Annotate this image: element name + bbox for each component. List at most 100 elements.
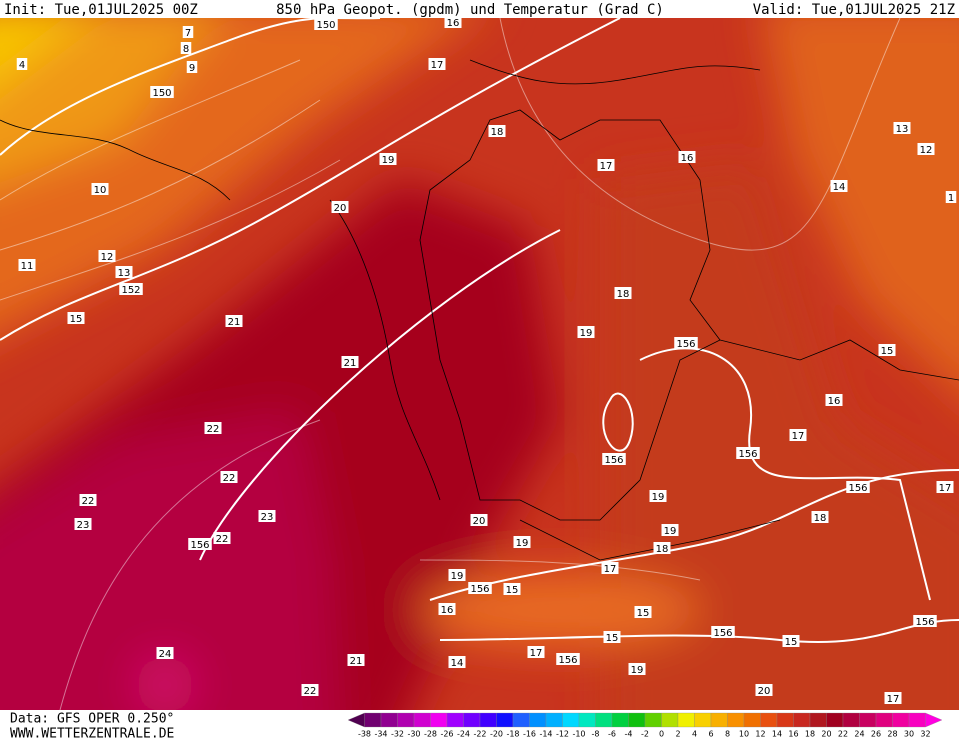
colorbar-cell <box>793 712 811 728</box>
temperature-label: 15 <box>606 633 619 644</box>
colorbar-label: 20 <box>821 730 831 739</box>
temperature-label: 8 <box>183 44 189 55</box>
temperature-label: 24 <box>159 649 172 660</box>
temperature-contours <box>0 18 901 710</box>
temperature-label-box <box>258 510 276 522</box>
geopotential-label: 156 <box>676 339 695 350</box>
temperature-label-box <box>603 631 621 643</box>
site-url: WWW.WETTERZENTRALE.DE <box>10 727 174 741</box>
temperature-label: 17 <box>431 60 444 71</box>
temperature-label-box <box>225 315 243 327</box>
temperature-label-box <box>204 422 222 434</box>
temperature-label: 4 <box>19 60 25 71</box>
temperature-label: 18 <box>656 544 669 555</box>
geopotential-label-box <box>878 344 896 356</box>
temperature-label: 17 <box>792 431 805 442</box>
temperature-label: 9 <box>189 63 195 74</box>
temperature-label: 19 <box>382 155 395 166</box>
temperature-label-box <box>653 542 671 554</box>
geopotential-label: 156 <box>848 483 867 494</box>
colorbar-cell <box>446 712 464 728</box>
colorbar-label: 10 <box>739 730 749 739</box>
temperature-label-box <box>79 494 97 506</box>
colorbar-cell <box>727 712 745 728</box>
temperature-label-box <box>16 58 28 70</box>
geopotential-label: 150 <box>152 88 171 99</box>
temperature-label: 22 <box>207 424 220 435</box>
temperature-label-box <box>513 536 531 548</box>
colorbar-cell <box>578 712 596 728</box>
temperature-label: 13 <box>118 268 131 279</box>
colorbar-label: 26 <box>871 730 881 739</box>
temperature-label-box <box>893 122 911 134</box>
geopotential-label: 156 <box>738 449 757 460</box>
temperature-label-box <box>180 42 192 54</box>
colorbar-label: -18 <box>506 730 519 739</box>
contour-labels: 16 17 7 89 4 18 19 16 17 13 12 14 1 10 20 12 11 13 15 21 18 1… <box>16 16 957 705</box>
temperature-label: 19 <box>580 328 593 339</box>
colorbar-cell <box>479 712 497 728</box>
temperature-label: 15 <box>70 314 83 325</box>
colorbar-cell <box>397 712 415 728</box>
colorbar-label: 14 <box>772 730 782 739</box>
init-time: Init: Tue,01JUL2025 00Z <box>4 2 198 18</box>
colorbar-cell <box>743 712 761 728</box>
temperature-label-box <box>601 562 619 574</box>
temperature-label: 22 <box>82 496 95 507</box>
colorbar-label: 18 <box>805 730 815 739</box>
colorbar-label: 22 <box>838 730 848 739</box>
temperature-label-box <box>444 16 462 28</box>
temperature-label: 14 <box>451 658 464 669</box>
colorbar-label: 28 <box>887 730 897 739</box>
colorbar-label: -22 <box>473 730 486 739</box>
temperature-label: 17 <box>887 694 900 705</box>
temperature-label-box <box>301 684 319 696</box>
colorbar-cell <box>529 712 547 728</box>
temperature-label-box <box>597 159 615 171</box>
temperature-label-box <box>945 191 957 203</box>
geopotential-label-box <box>736 447 760 459</box>
temperature-label-box <box>156 647 174 659</box>
temperature-label: 19 <box>652 492 665 503</box>
temperature-label-box <box>936 481 954 493</box>
colorbar-cell <box>826 712 844 728</box>
geopotential-label-box <box>119 283 143 295</box>
geopotential-label: 156 <box>190 540 209 551</box>
borders <box>0 59 959 561</box>
temperature-label-box <box>649 490 667 502</box>
temperature-label-box <box>331 201 349 213</box>
temperature-label-box <box>347 654 365 666</box>
colorbar-cell <box>875 712 893 728</box>
colorbar-label: -4 <box>625 730 633 739</box>
colorbar-cell <box>430 712 448 728</box>
temperature-label-box <box>811 511 829 523</box>
temperature-label: 18 <box>814 513 827 524</box>
colorbar-label: 4 <box>692 730 697 739</box>
colorbar-cell <box>463 712 481 728</box>
geopotential-label-box <box>468 582 492 594</box>
geopotential-label-box <box>602 453 626 465</box>
temperature-label-box <box>789 429 807 441</box>
colorbar-label: -30 <box>407 730 420 739</box>
colorbar-label: -34 <box>374 730 387 739</box>
temperature-label-box <box>470 514 488 526</box>
colorbar-label: 6 <box>708 730 713 739</box>
geopotential-label-box <box>150 86 174 98</box>
temperature-label-box <box>438 603 456 615</box>
geopotential-label: 15 <box>506 585 519 596</box>
geopotential-label: 156 <box>713 628 732 639</box>
temperature-label: 22 <box>223 473 236 484</box>
temperature-label: 12 <box>920 145 933 156</box>
colorbar-label: 0 <box>659 730 664 739</box>
temperature-label: 16 <box>447 18 460 29</box>
colorbar-cell <box>496 712 514 728</box>
colorbar-label: 32 <box>920 730 930 739</box>
temperature-label-box <box>830 180 848 192</box>
colorbar-label: -24 <box>457 730 470 739</box>
colorbar-cell <box>842 712 860 728</box>
temperature-label-box <box>115 266 133 278</box>
colorbar-label: 24 <box>854 730 864 739</box>
colorbar-cell <box>380 712 398 728</box>
colorbar-label: -2 <box>641 730 649 739</box>
colorbar-cell <box>512 712 530 728</box>
